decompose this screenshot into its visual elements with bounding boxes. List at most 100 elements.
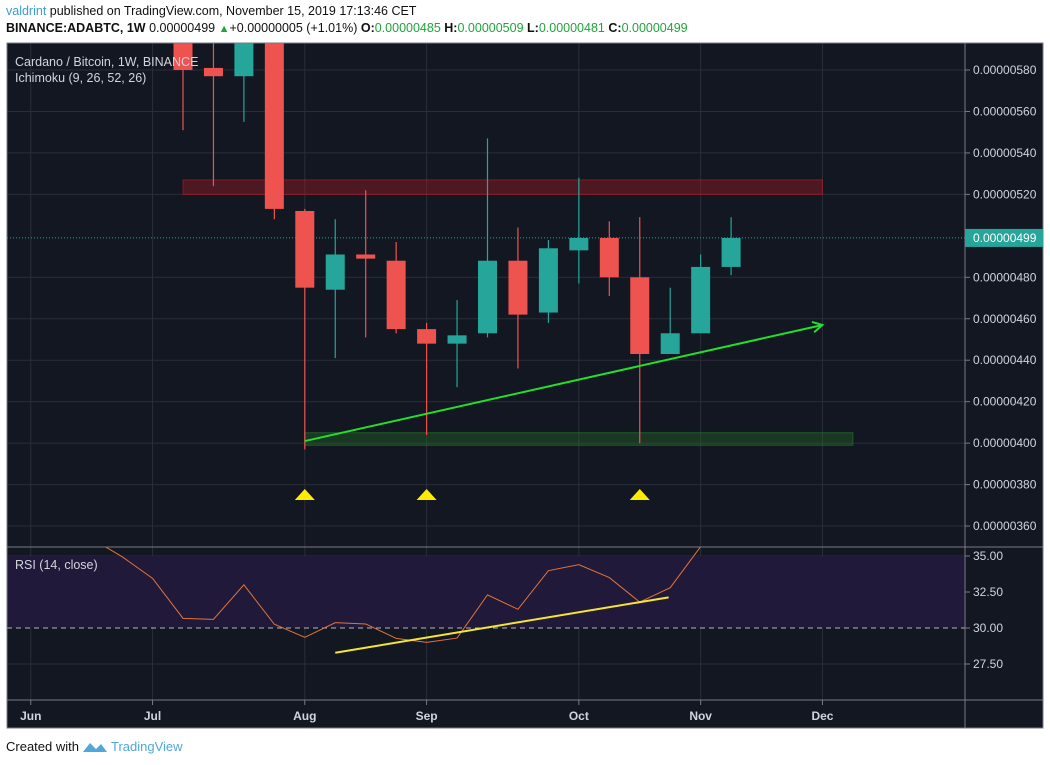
candle-body — [630, 277, 650, 355]
candle[interactable] — [630, 217, 650, 444]
legend-rsi[interactable]: RSI (14, close) — [15, 558, 98, 572]
candle[interactable] — [203, 0, 223, 187]
author-link[interactable]: valdrint — [6, 4, 47, 18]
rsi-tick-label: 30.00 — [973, 621, 1003, 635]
chart-frame — [6, 42, 1044, 729]
triangle-marker-icon — [294, 489, 315, 500]
triangle-up-icon: ▲ — [218, 23, 230, 35]
candle-body — [599, 237, 619, 278]
publish-info: valdrint published on TradingView.com, N… — [6, 4, 416, 18]
candle[interactable] — [295, 208, 315, 450]
candle[interactable] — [478, 138, 497, 338]
candle-body — [295, 210, 315, 288]
rsi-band — [7, 556, 965, 628]
price-tick-label: 0.00000520 — [973, 187, 1037, 201]
last-price-badge — [965, 228, 1043, 247]
candle-body — [660, 333, 680, 355]
price-tick-label: 0.00000440 — [973, 353, 1037, 367]
candle-body — [264, 43, 284, 209]
price-tick-label: 0.00000400 — [973, 436, 1037, 450]
candle[interactable] — [660, 287, 680, 355]
candle-body — [417, 329, 437, 344]
rsi-tick-label: 35.00 — [973, 549, 1003, 563]
triangle-marker-icon — [629, 489, 650, 500]
candle[interactable] — [325, 219, 345, 359]
candle-body — [538, 248, 558, 313]
time-tick-label: Dec — [811, 709, 833, 723]
rsi-tick-label: 27.50 — [973, 657, 1003, 671]
price-tick-label: 0.00000540 — [973, 146, 1037, 160]
support-zone[interactable] — [304, 432, 854, 446]
candle[interactable] — [691, 254, 711, 334]
open-label: O: — [360, 21, 375, 35]
candle[interactable] — [447, 300, 467, 388]
price-change: +0.00000005 (+1.01%) — [229, 21, 358, 35]
legend-ichimoku[interactable]: Ichimoku (9, 26, 52, 26) — [15, 71, 146, 85]
low-value: 0.00000481 — [538, 21, 605, 35]
footer: Created with TradingView — [6, 739, 183, 754]
candle[interactable] — [264, 0, 284, 220]
symbol: BINANCE:ADABTC, 1W — [6, 21, 146, 35]
close-label: C: — [608, 21, 622, 35]
candle-body — [234, 43, 254, 77]
time-tick-label: Jul — [144, 709, 161, 723]
candle[interactable] — [386, 242, 406, 334]
candle[interactable] — [356, 190, 376, 338]
price-tick-label: 0.00000360 — [973, 519, 1037, 533]
legend-title: Cardano / Bitcoin, 1W, BINANCE — [15, 55, 198, 69]
axes[interactable]: 0.00000580 0.00000560 0.00000540 0.00000520… — [20, 63, 1043, 723]
time-tick-label: Sep — [416, 709, 438, 723]
candle-body — [721, 237, 741, 267]
high-value: 0.00000509 — [457, 21, 524, 35]
time-tick-label: Nov — [689, 709, 712, 723]
candle[interactable] — [234, 0, 254, 122]
time-tick-label: Aug — [293, 709, 316, 723]
tradingview-link[interactable]: TradingView — [110, 739, 183, 754]
rsi-pane[interactable] — [7, 539, 965, 654]
last-price: 0.00000499 — [149, 21, 216, 35]
trendline-arrow[interactable] — [304, 324, 823, 443]
price-tick-label: 0.00000380 — [973, 478, 1037, 492]
triangle-marker-icon — [416, 489, 437, 500]
rsi-trendline[interactable] — [335, 596, 669, 654]
price-tick-label: 0.00000560 — [973, 104, 1037, 118]
open-value: 0.00000485 — [374, 21, 441, 35]
candle[interactable] — [417, 322, 437, 435]
candle[interactable] — [508, 227, 528, 369]
rsi-tick-label: 32.50 — [973, 585, 1003, 599]
candle-body — [203, 67, 223, 77]
candle-body — [447, 335, 467, 344]
candle-body — [325, 254, 345, 290]
price-pane[interactable] — [7, 0, 965, 500]
price-tick-label: 0.00000480 — [973, 270, 1037, 284]
candle[interactable] — [599, 221, 619, 296]
candle-body — [356, 254, 376, 259]
candle-body — [173, 43, 193, 70]
candle[interactable] — [173, 0, 193, 131]
candle[interactable] — [538, 239, 558, 323]
candle[interactable] — [721, 217, 741, 276]
candle-body — [508, 260, 528, 315]
candle[interactable] — [569, 177, 589, 284]
time-tick-label: Jun — [20, 709, 41, 723]
candle-body — [569, 237, 589, 251]
last-price-badge-label: 0.00000499 — [973, 231, 1037, 245]
candle-body — [478, 260, 497, 334]
tradingview-logo-icon — [82, 742, 107, 752]
grid — [7, 43, 965, 700]
resistance-zone[interactable] — [182, 179, 823, 195]
time-tick-label: Oct — [569, 709, 589, 723]
publish-text: published on TradingView.com, November 1… — [49, 4, 417, 18]
symbol-info: BINANCE:ADABTC, 1W 0.00000499 ▲+0.000000… — [6, 21, 688, 35]
close-value: 0.00000499 — [621, 21, 688, 35]
price-tick-label: 0.00000460 — [973, 312, 1037, 326]
candle-body — [386, 260, 406, 330]
price-tick-label: 0.00000580 — [973, 63, 1037, 77]
high-label: H: — [444, 21, 458, 35]
candle-body — [691, 266, 711, 334]
low-label: L: — [527, 21, 539, 35]
price-tick-label: 0.00000420 — [973, 395, 1037, 409]
arrowhead-icon — [811, 320, 825, 333]
created-with-text: Created with — [6, 739, 79, 754]
